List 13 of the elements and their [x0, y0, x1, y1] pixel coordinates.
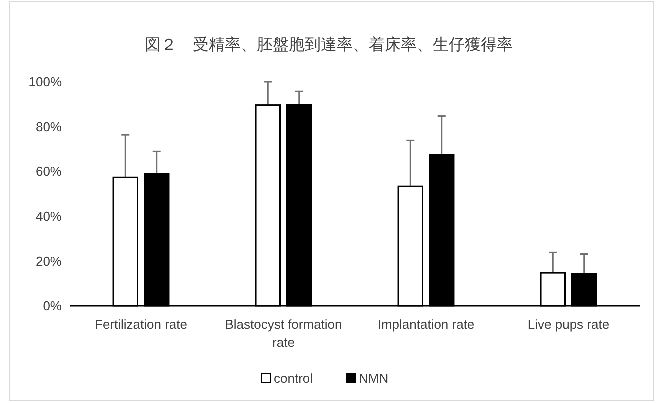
chart-title: 図２ 受精率、胚盤胞到達率、着床率、生仔獲得率 — [145, 36, 513, 54]
y-tick-label: 0% — [43, 298, 62, 314]
x-tick-label: Live pups rate — [528, 317, 610, 332]
y-tick-label: 100% — [28, 74, 62, 90]
x-tick-label: Implantation rate — [378, 317, 475, 332]
y-tick-label: 20% — [36, 254, 62, 269]
y-tick-label: 60% — [36, 164, 62, 180]
x-tick-label: Blastocyst formation rate — [225, 317, 342, 350]
legend-label: NMN — [359, 371, 389, 386]
x-tick-label: Fertilization rate — [95, 317, 188, 332]
legend-label: control — [274, 371, 314, 386]
y-tick-label: 80% — [36, 119, 62, 134]
y-tick-label: 40% — [36, 208, 62, 224]
